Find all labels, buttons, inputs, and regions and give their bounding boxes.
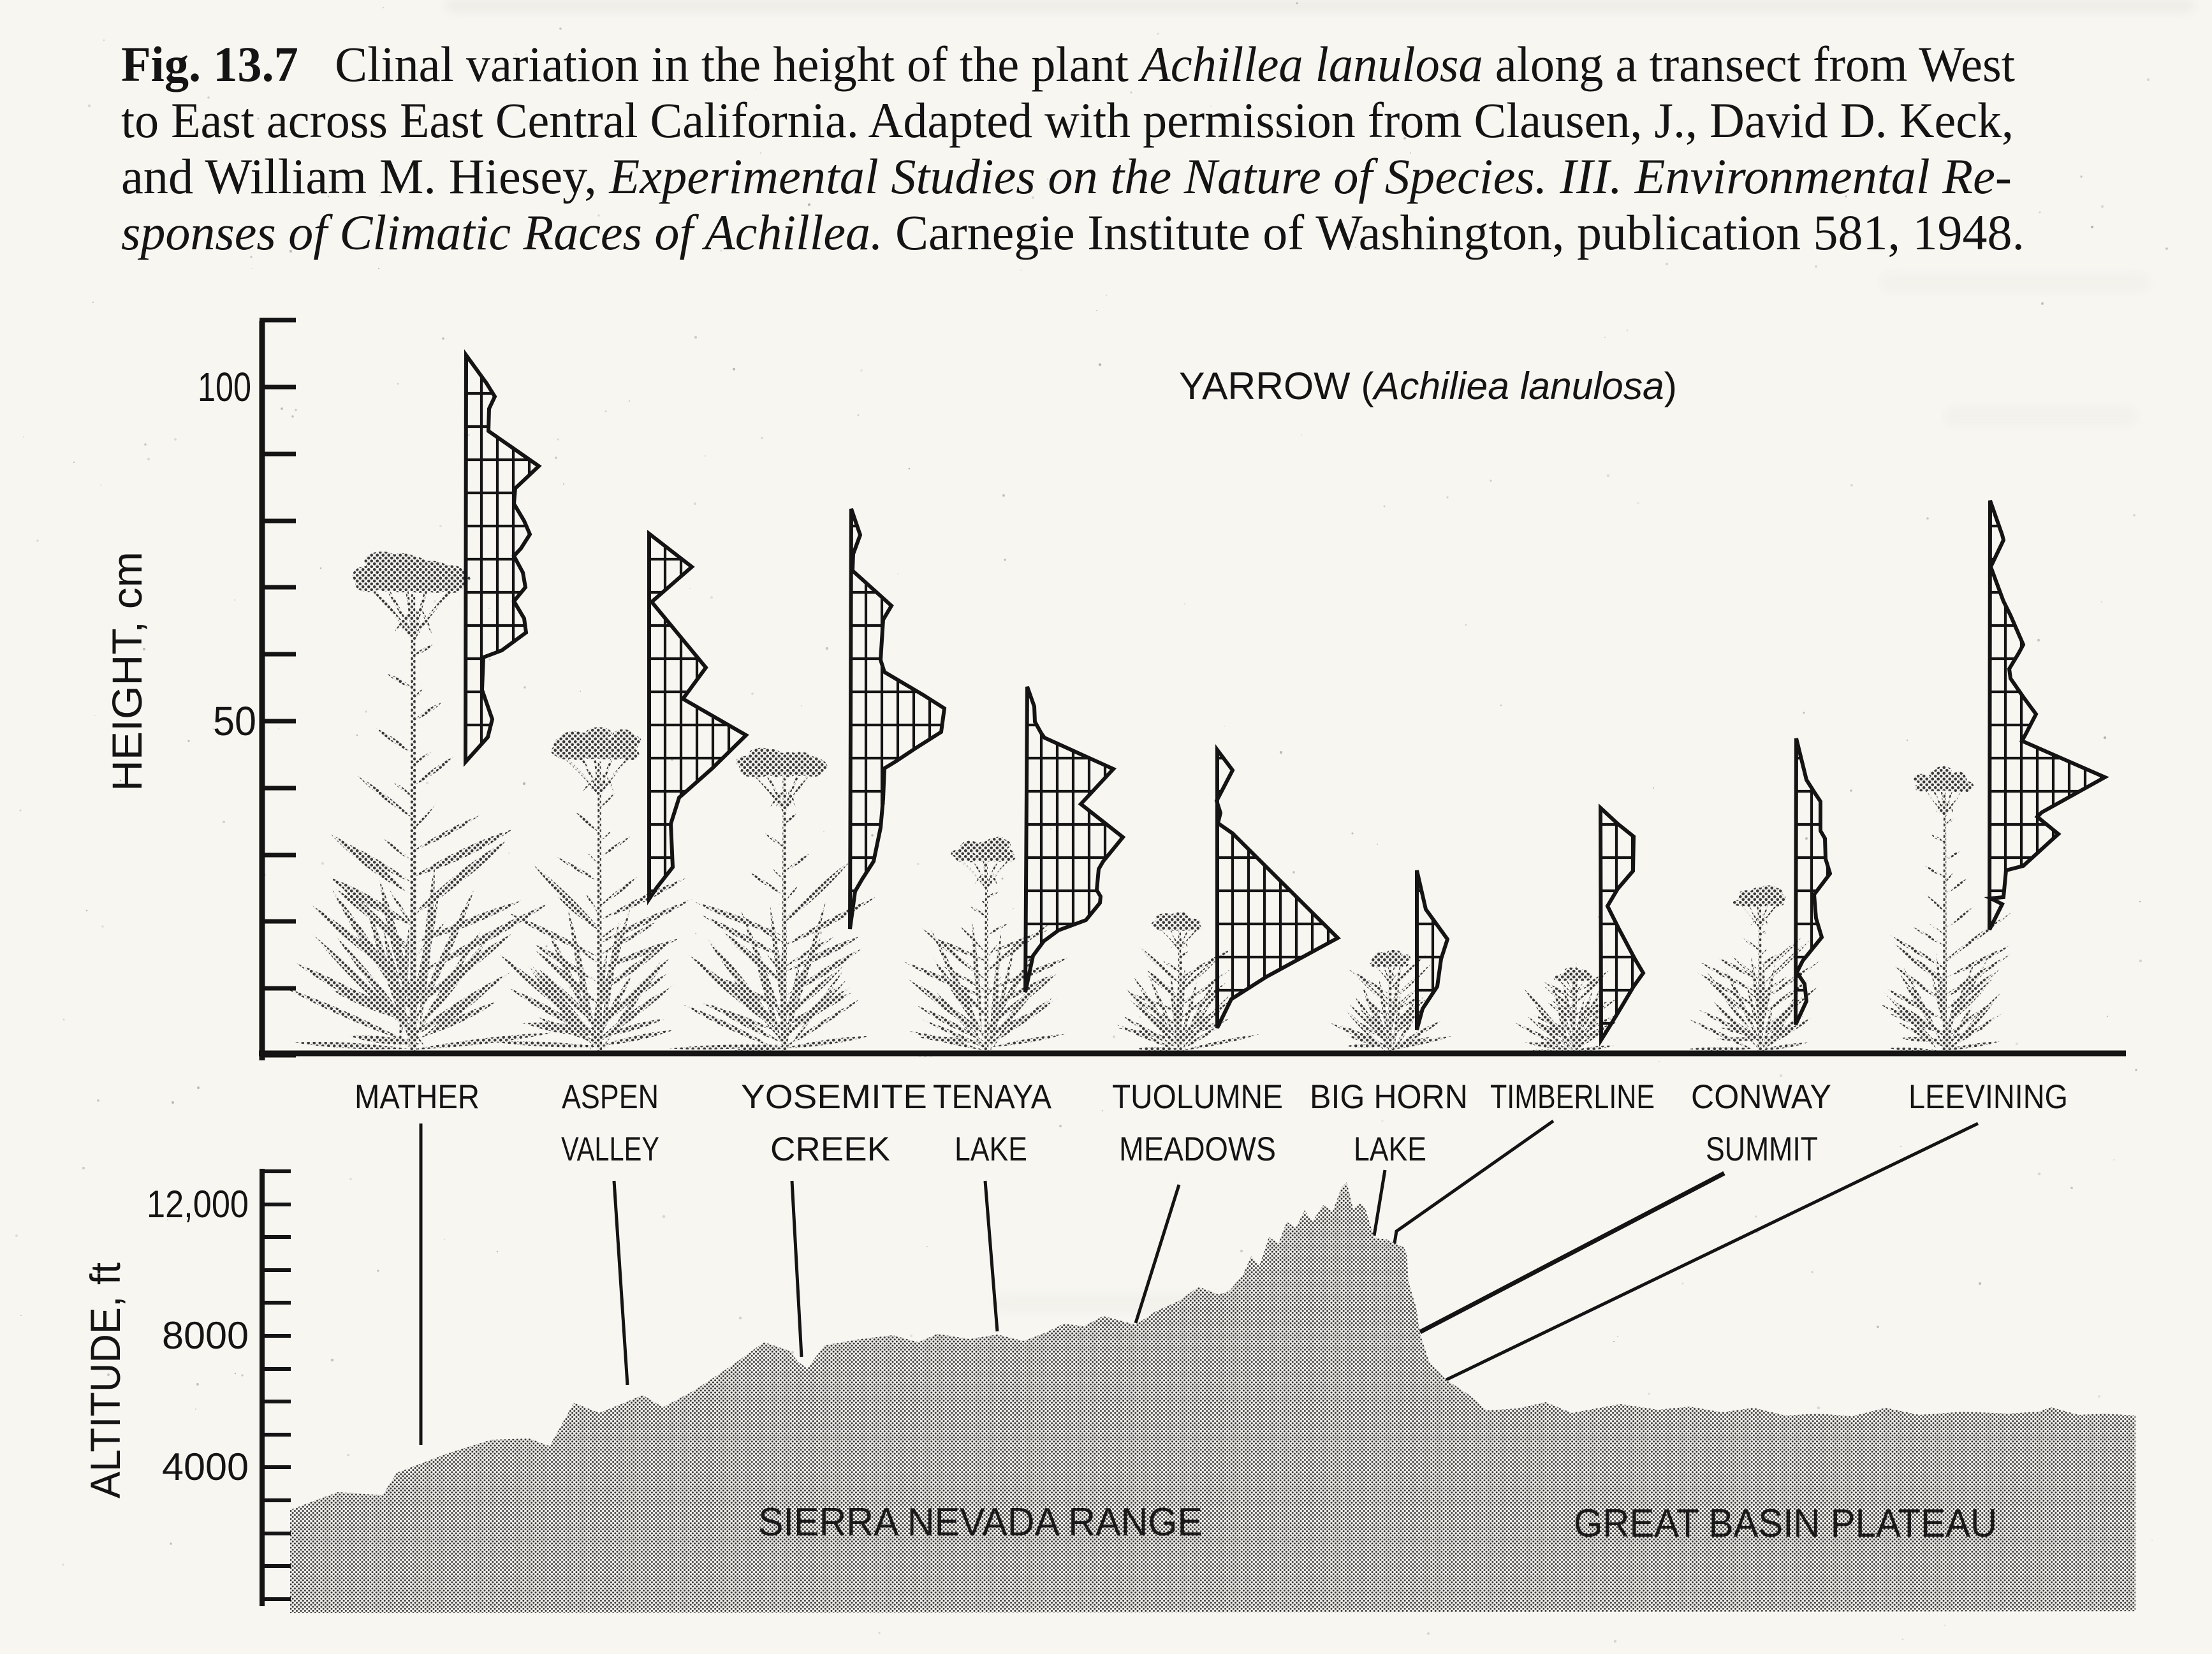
svg-text:CONWAY: CONWAY xyxy=(1691,1078,1831,1116)
svg-text:4000: 4000 xyxy=(162,1445,249,1488)
svg-text:YARROW (Achiliea lanulosa): YARROW (Achiliea lanulosa) xyxy=(1179,365,1677,407)
svg-text:to East across East Central Ca: to East across East Central California. … xyxy=(121,92,2014,148)
svg-text:TIMBERLINE: TIMBERLINE xyxy=(1490,1078,1655,1116)
svg-text:ALTITUDE, ft: ALTITUDE, ft xyxy=(82,1262,129,1498)
svg-text:BIG HORN: BIG HORN xyxy=(1310,1078,1468,1116)
svg-text:50: 50 xyxy=(213,698,256,744)
svg-text:LEEVINING: LEEVINING xyxy=(1908,1078,2068,1116)
svg-text:LAKE: LAKE xyxy=(1354,1131,1426,1168)
svg-text:HEIGHT, cm: HEIGHT, cm xyxy=(103,552,150,791)
svg-text:LAKE: LAKE xyxy=(955,1131,1027,1168)
svg-text:TENAYA: TENAYA xyxy=(933,1078,1052,1116)
svg-text:YOSEMITE: YOSEMITE xyxy=(741,1078,927,1116)
svg-text:8000: 8000 xyxy=(162,1314,249,1357)
svg-text:MEADOWS: MEADOWS xyxy=(1119,1131,1276,1168)
svg-text:sponses of Climatic Races of A: sponses of Climatic Races of Achillea. C… xyxy=(121,205,2025,260)
svg-text:GREAT BASIN PLATEAU: GREAT BASIN PLATEAU xyxy=(1574,1502,1997,1546)
svg-text:VALLEY: VALLEY xyxy=(561,1131,659,1168)
svg-text:12,000: 12,000 xyxy=(147,1183,249,1226)
svg-text:100: 100 xyxy=(198,364,251,410)
svg-text:TUOLUMNE: TUOLUMNE xyxy=(1112,1078,1283,1116)
svg-text:MATHER: MATHER xyxy=(355,1078,480,1116)
svg-text:CREEK: CREEK xyxy=(770,1131,890,1168)
svg-text:Fig. 13.7 Clinal variation in: Fig. 13.7 Clinal variation in the height… xyxy=(121,36,2015,92)
svg-text:SUMMIT: SUMMIT xyxy=(1706,1131,1818,1168)
svg-text:and William M. Hiesey, Experim: and William M. Hiesey, Experimental Stud… xyxy=(121,149,2012,204)
svg-text:ASPEN: ASPEN xyxy=(562,1078,659,1116)
svg-text:SIERRA NEVADA RANGE: SIERRA NEVADA RANGE xyxy=(758,1500,1203,1544)
